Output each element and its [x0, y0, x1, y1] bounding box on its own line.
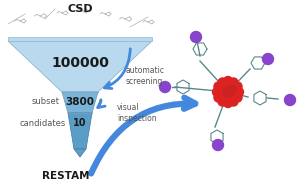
Text: 10: 10: [73, 118, 87, 128]
Text: candidates: candidates: [20, 119, 66, 128]
Text: 3800: 3800: [66, 97, 94, 107]
Circle shape: [229, 86, 238, 95]
Circle shape: [235, 88, 244, 97]
Bar: [8, 37, 152, 41]
Circle shape: [233, 93, 242, 102]
Circle shape: [229, 78, 238, 87]
Circle shape: [226, 85, 236, 95]
Circle shape: [190, 32, 201, 43]
Circle shape: [224, 77, 233, 85]
Circle shape: [223, 87, 233, 97]
Polygon shape: [68, 113, 92, 149]
Polygon shape: [74, 149, 86, 157]
Circle shape: [214, 93, 223, 102]
Circle shape: [212, 88, 222, 97]
Circle shape: [224, 98, 233, 108]
Text: subset: subset: [32, 98, 60, 106]
Circle shape: [219, 83, 228, 92]
Polygon shape: [62, 92, 98, 113]
Circle shape: [228, 92, 237, 101]
Circle shape: [218, 89, 227, 98]
Circle shape: [159, 81, 170, 92]
Circle shape: [285, 94, 296, 105]
Text: RESTAM: RESTAM: [42, 171, 89, 181]
Polygon shape: [8, 41, 152, 92]
Circle shape: [225, 82, 234, 91]
Text: 100000: 100000: [51, 56, 109, 70]
Circle shape: [222, 93, 231, 102]
Circle shape: [229, 97, 238, 106]
Text: automatic
screening: automatic screening: [126, 66, 165, 86]
Circle shape: [233, 82, 242, 91]
Circle shape: [218, 78, 227, 87]
Circle shape: [263, 53, 274, 64]
Circle shape: [212, 139, 224, 150]
Circle shape: [214, 82, 223, 91]
Text: visual
inspection: visual inspection: [117, 103, 157, 123]
Circle shape: [218, 97, 227, 106]
Text: CSD: CSD: [67, 4, 93, 14]
